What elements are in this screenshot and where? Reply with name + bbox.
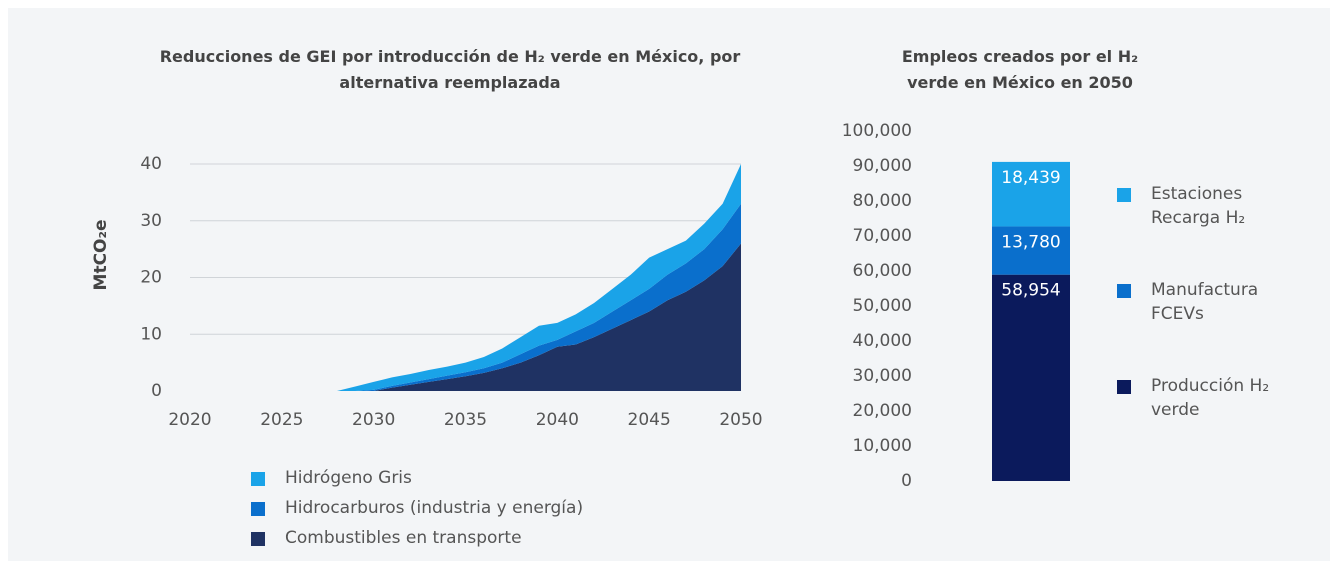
x-tick-label: 2035 (444, 410, 487, 430)
y-tick-label: 20,000 (853, 401, 912, 421)
y-tick-label: 90,000 (853, 156, 912, 176)
legend-swatch (251, 502, 265, 516)
y-tick-label: 0 (901, 471, 912, 491)
y-tick-label: 80,000 (853, 191, 912, 211)
x-tick-label: 2050 (719, 410, 762, 430)
y-tick-label: 50,000 (853, 296, 912, 316)
legend-label: Hidrógeno Gris (285, 468, 412, 488)
legend-swatch (1117, 380, 1131, 394)
legend-label: Hidrocarburos (industria y energía) (285, 498, 584, 518)
x-tick-label: 2040 (536, 410, 579, 430)
legend-swatch (251, 532, 265, 546)
value-label: 13,780 (1001, 232, 1060, 252)
chart-title: Reducciones de GEI por introducción de H… (159, 47, 741, 92)
area (190, 243, 741, 391)
y-tick-label: 70,000 (853, 226, 912, 246)
chart-title: Empleos creados por el H₂ verde en Méxic… (901, 47, 1139, 92)
y-axis-label: MtCO₂e (91, 220, 111, 291)
x-tick-label: 2025 (260, 410, 303, 430)
area (190, 164, 741, 391)
x-tick-label: 2045 (628, 410, 671, 430)
legend-label: Combustibles en transporte (285, 528, 522, 548)
legend-label: Producción H₂ verde (1151, 376, 1270, 420)
legend-item: Producción H₂ verde (1117, 376, 1307, 422)
y-tick-label: 30 (140, 211, 162, 231)
value-label: 58,954 (1001, 281, 1060, 301)
x-tick-label: 2030 (352, 410, 395, 430)
y-tick-label: 20 (140, 268, 162, 288)
y-tick-label: 40,000 (853, 331, 912, 351)
bar-segment (992, 226, 1070, 275)
legend-item: Hidrocarburos (industria y energía) (251, 498, 583, 518)
legend-swatch (1117, 188, 1131, 202)
legend-item: Combustibles en transporte (251, 528, 522, 548)
value-label: 18,439 (1001, 168, 1060, 188)
legend-swatch (251, 472, 265, 486)
legend-item: Manufactura FCEVs (1117, 280, 1307, 326)
y-tick-label: 40 (140, 154, 162, 174)
y-tick-label: 10 (140, 324, 162, 344)
legend-label: Estaciones Recarga H₂ (1151, 184, 1246, 228)
y-tick-label: 100,000 (842, 121, 912, 141)
bar-segment (992, 161, 1070, 227)
x-tick-label: 2020 (168, 410, 211, 430)
legend-item: Estaciones Recarga H₂ (1117, 184, 1307, 230)
legend-swatch (1117, 284, 1131, 298)
legend-item: Hidrógeno Gris (251, 468, 412, 488)
y-tick-label: 30,000 (853, 366, 912, 386)
y-tick-label: 0 (151, 381, 162, 401)
legend-label: Manufactura FCEVs (1151, 280, 1259, 324)
y-tick-label: 10,000 (853, 436, 912, 456)
bar-segment (992, 274, 1070, 481)
y-tick-label: 60,000 (853, 261, 912, 281)
